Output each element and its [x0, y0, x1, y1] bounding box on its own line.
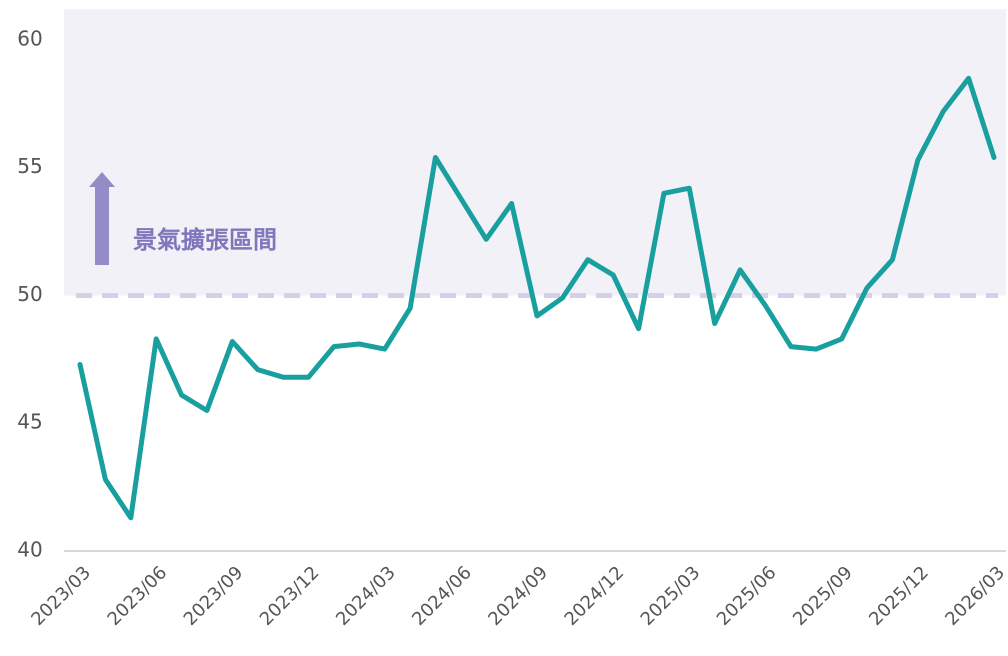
x-tick-label: 2024/12	[561, 562, 629, 630]
y-tick-label: 50	[17, 282, 42, 306]
y-tick-label: 45	[17, 410, 42, 434]
x-tick-label: 2024/03	[332, 562, 400, 630]
arrow-head	[89, 172, 115, 187]
x-tick-label: 2026/03	[941, 562, 1008, 630]
y-tick-label: 55	[17, 154, 42, 178]
x-tick-label: 2023/09	[180, 562, 248, 630]
x-tick-label: 2023/03	[27, 562, 95, 630]
y-tick-label: 60	[17, 26, 42, 50]
x-tick-label: 2024/06	[408, 562, 476, 630]
arrow-shaft	[95, 186, 109, 265]
x-tick-label: 2023/12	[256, 562, 324, 630]
x-tick-label: 2025/09	[789, 562, 857, 630]
y-tick-label: 40	[17, 538, 42, 562]
x-tick-label: 2023/06	[104, 562, 172, 630]
x-tick-label: 2024/09	[484, 562, 552, 630]
annotation: 景氣擴張區間	[133, 226, 277, 254]
x-tick-label: 2025/03	[637, 562, 705, 630]
data-line	[77, 75, 997, 521]
x-tick-label: 2025/06	[713, 562, 781, 630]
x-tick-label: 2025/12	[865, 562, 933, 630]
expansion-band	[64, 9, 1006, 296]
